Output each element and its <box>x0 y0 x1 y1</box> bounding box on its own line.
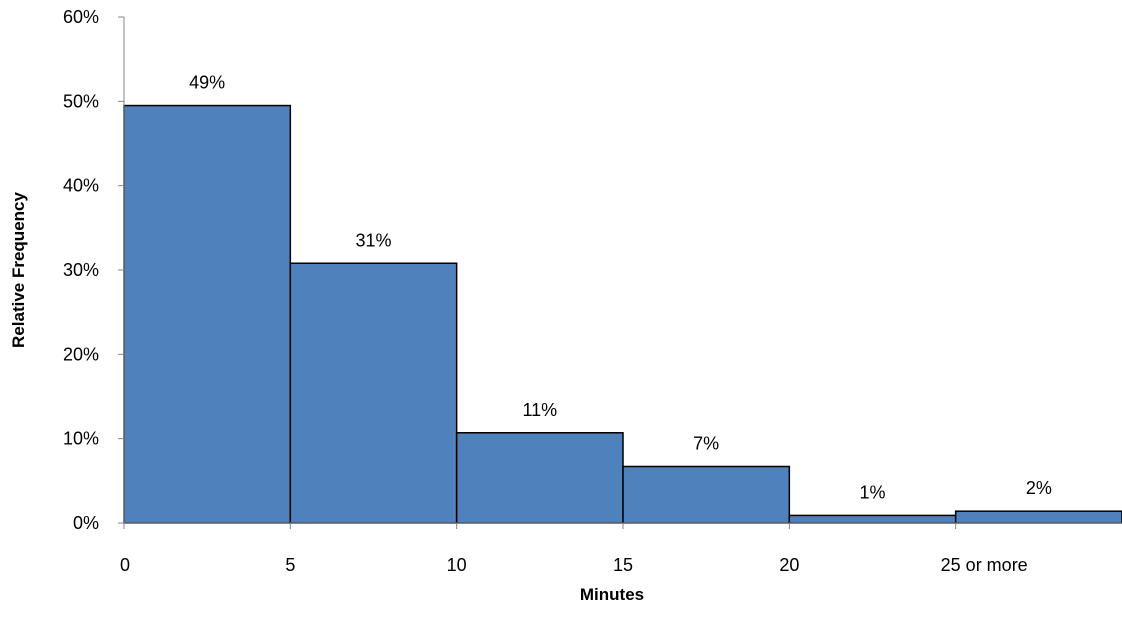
y-tick-label-1: 10% <box>63 429 99 449</box>
histogram-bar-2 <box>455 432 624 524</box>
x-tick-label-0: 0 <box>120 555 130 575</box>
histogram-bar-0 <box>123 104 292 524</box>
histogram-bar-3 <box>622 465 791 524</box>
y-tick-label-3: 30% <box>63 260 99 280</box>
x-tick-label-1: 5 <box>285 555 295 575</box>
y-tick-label-2: 20% <box>63 344 99 364</box>
x-axis-title: Minutes <box>580 585 644 604</box>
y-tick-label-0: 0% <box>73 513 99 533</box>
x-tick-label-4: 20 <box>779 555 799 575</box>
histogram-bar-5 <box>954 510 1122 524</box>
ticks-layer: 0% 10% 20% 30% 40% 50% 60% 0 5 10 15 20 25 or more <box>63 7 1028 575</box>
y-axis-title: Relative Frequency <box>9 192 28 348</box>
x-tick-label-3: 15 <box>613 555 633 575</box>
y-tick-label-6: 60% <box>63 7 99 27</box>
data-label-5: 2% <box>1026 478 1052 498</box>
histogram-bar-4 <box>788 514 957 524</box>
x-tick-label-2: 10 <box>447 555 467 575</box>
data-label-2: 11% <box>522 400 557 420</box>
data-label-1: 31% <box>355 230 391 250</box>
bars-layer <box>123 104 1122 524</box>
histogram-bar-1 <box>289 262 458 524</box>
data-label-0: 49% <box>189 73 225 93</box>
labels-layer: 49% 31% 11% 7% 1% 2% <box>189 73 1052 503</box>
data-label-3: 7% <box>693 433 719 453</box>
y-tick-label-5: 50% <box>63 91 99 111</box>
x-tick-label-5: 25 or more <box>941 555 1028 575</box>
y-tick-label-4: 40% <box>63 176 99 196</box>
data-label-4: 1% <box>859 482 885 502</box>
